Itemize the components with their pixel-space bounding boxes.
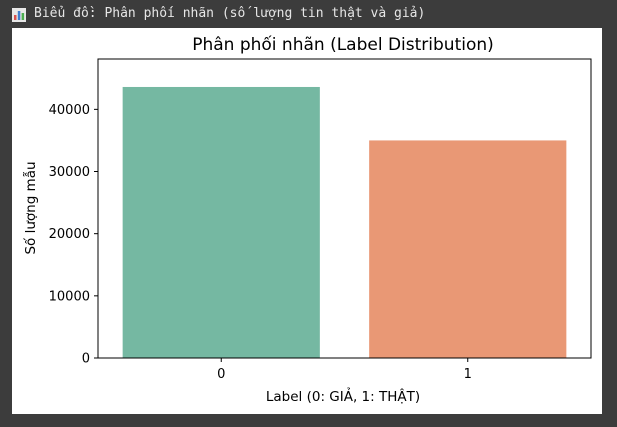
y-tick-label: 0 bbox=[82, 352, 90, 367]
plot-frame bbox=[97, 58, 592, 359]
bar-chart-icon bbox=[12, 8, 26, 22]
y-tick-label: 10000 bbox=[49, 289, 90, 304]
x-tick-label: 1 bbox=[464, 367, 472, 382]
output-title: Biểu đồ: Phân phối nhãn (số lượng tin th… bbox=[34, 6, 426, 21]
y-tick-label: 20000 bbox=[49, 227, 90, 242]
x-axis-label: Label (0: GIẢ, 1: THẬT) bbox=[266, 387, 420, 405]
y-tick-label: 30000 bbox=[49, 165, 90, 180]
bar-1 bbox=[369, 140, 567, 358]
x-tick-label: 0 bbox=[217, 367, 225, 382]
bar-chart: Phân phối nhãn (Label Distribution) 0100… bbox=[22, 34, 592, 405]
chart-title: Phân phối nhãn (Label Distribution) bbox=[192, 34, 494, 55]
bars-layer bbox=[122, 86, 567, 359]
bar-0 bbox=[122, 86, 320, 359]
chart-card: Phân phối nhãn (Label Distribution) 0 100… bbox=[12, 28, 602, 414]
y-axis-label: Số lượng mẫu bbox=[22, 161, 39, 254]
output-header: Biểu đồ: Phân phối nhãn (số lượng tin th… bbox=[0, 0, 617, 28]
y-tick-label: 40000 bbox=[49, 103, 90, 118]
y-axis: 0 10000 20000 30000 40000 bbox=[49, 103, 98, 367]
